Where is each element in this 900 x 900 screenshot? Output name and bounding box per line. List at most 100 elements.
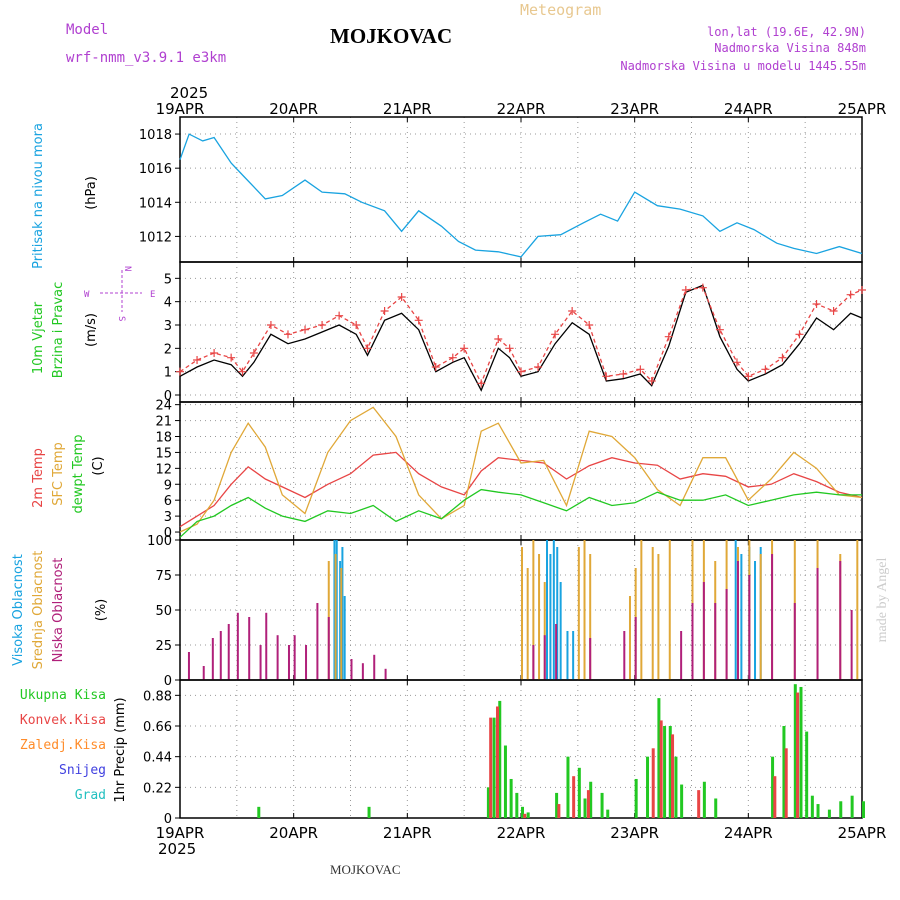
gust-point: [176, 367, 184, 376]
panel-cloud: 0 25 50 75 100: [147, 534, 863, 689]
bar-srednja-oblacnost: [532, 540, 535, 680]
legend-total: Ukupna Kisa: [20, 688, 106, 703]
gust-point: [761, 365, 770, 374]
gust-point: [795, 330, 804, 339]
bar-konvek-kisa: [697, 790, 701, 818]
precip-ylabel: 1hr Precip (mm): [113, 697, 128, 802]
pressure-ylabel: Pritisak na nivou mora: [31, 123, 46, 269]
compass-w: W: [84, 290, 90, 300]
bar-niska-oblacnost: [236, 612, 239, 680]
ytick-label: 1: [164, 366, 172, 381]
temp-ylabel-1: 2m Temp: [31, 448, 46, 508]
ytick-label: 2: [164, 342, 172, 357]
ytick-label: 15: [155, 446, 172, 461]
bar-ukupna-kisa: [606, 809, 610, 818]
compass-e: E: [150, 290, 155, 300]
date-tick-top: 23APR: [610, 100, 659, 118]
bar-srednja-oblacnost: [856, 540, 859, 680]
panel-frame: [179, 116, 863, 263]
series-line-brzina: [179, 284, 863, 392]
bar-konvek-kisa: [659, 720, 663, 818]
model-name: wrf-nmm_v3.9.1 e3km: [66, 50, 226, 66]
cloud-ylabel-1: Visoka Oblacnost: [11, 554, 26, 666]
date-tick-bottom: 19APR: [156, 824, 205, 842]
elevation-label: Nadmorska Visina 848m: [714, 41, 866, 55]
bar-ukupna-kisa: [799, 686, 803, 818]
ytick-label: 3: [164, 510, 172, 525]
gust-point: [732, 358, 741, 367]
bar-visoka-oblacnost: [552, 540, 555, 680]
wind-ylabel-1: 10m Vjetar: [31, 301, 46, 374]
bar-ukupna-kisa: [805, 731, 809, 818]
bar-niska-oblacnost: [555, 624, 558, 680]
bar-niska-oblacnost: [748, 575, 751, 680]
bar-niska-oblacnost: [816, 568, 819, 680]
bar-niska-oblacnost: [350, 659, 353, 680]
gust-point: [414, 316, 423, 325]
bar-konvek-kisa: [572, 776, 576, 818]
ytick-label: 12: [155, 462, 172, 477]
bar-ukupna-kisa: [367, 806, 371, 818]
gust-point: [227, 353, 236, 362]
gust-point: [846, 290, 855, 299]
date-tick-bottom: 22APR: [497, 824, 546, 842]
bar-ukupna-kisa: [503, 745, 507, 818]
bar-ukupna-kisa: [634, 778, 638, 818]
bar-niska-oblacnost: [305, 645, 308, 680]
bar-srednja-oblacnost: [583, 540, 586, 680]
meteogram-subtitle: Meteogram: [520, 1, 601, 19]
temp-unit: (C): [91, 456, 106, 475]
bar-srednja-oblacnost: [543, 582, 546, 680]
date-tick-bottom: 23APR: [610, 824, 659, 842]
panel-precip: 0 0.22 0.44 0.66 0.88: [143, 679, 865, 827]
gust-point: [715, 325, 724, 334]
ytick-label: 50: [155, 604, 172, 619]
bar-ukupna-kisa: [674, 756, 678, 818]
date-tick-top: 20APR: [269, 100, 318, 118]
bar-niska-oblacnost: [316, 603, 319, 680]
lonlat-label: lon,lat (19.6E, 42.9N): [707, 25, 866, 39]
cloud-ylabel-3: Niska Oblacnost: [51, 558, 66, 663]
bar-ukupna-kisa: [850, 795, 854, 818]
bar-ukupna-kisa: [714, 798, 718, 818]
legend-hail: Grad: [75, 788, 106, 803]
date-tick-bottom: 25APR: [838, 824, 887, 842]
gust-point: [585, 321, 594, 329]
bar-konvek-kisa: [671, 734, 675, 818]
bar-niska-oblacnost: [384, 668, 387, 680]
bar-visoka-oblacnost: [572, 631, 575, 680]
gust-point: [698, 283, 707, 292]
bar-niska-oblacnost: [373, 654, 376, 680]
bar-niska-oblacnost: [850, 610, 853, 680]
bar-niska-oblacnost: [361, 663, 364, 680]
legend-convective: Konvek.Kisa: [20, 713, 106, 728]
bar-konvek-kisa: [784, 748, 788, 818]
ytick-label: 0.66: [143, 720, 172, 735]
series-line-udari: [179, 286, 863, 385]
temp-ylabel-3: dewpt Temp: [71, 434, 86, 513]
bar-visoka-oblacnost: [333, 540, 336, 680]
bar-konvek-kisa: [586, 790, 590, 818]
compass-s: S: [116, 316, 126, 321]
ytick-label: 24: [155, 399, 172, 414]
gust-point: [744, 372, 753, 381]
gust-point: [283, 330, 292, 339]
gust-point: [380, 307, 389, 315]
series-line-dewpt-temp: [179, 488, 862, 538]
legend-snow: Snijeg: [59, 763, 106, 778]
gust-point: [363, 344, 372, 353]
bar-ukupna-kisa: [600, 792, 604, 818]
bar-ukupna-kisa: [771, 756, 775, 818]
gust-point: [335, 311, 344, 320]
bar-srednja-oblacnost: [657, 554, 660, 680]
bar-konvek-kisa: [557, 804, 561, 818]
ytick-label: 0.22: [143, 781, 172, 796]
gust-point: [238, 367, 247, 376]
bar-ukupna-kisa: [646, 756, 650, 818]
bar-ukupna-kisa: [810, 795, 814, 818]
ytick-label: 1016: [139, 162, 172, 177]
bar-ukupna-kisa: [680, 784, 684, 818]
bar-niska-oblacnost: [623, 631, 626, 680]
bar-srednja-oblacnost: [538, 554, 541, 680]
